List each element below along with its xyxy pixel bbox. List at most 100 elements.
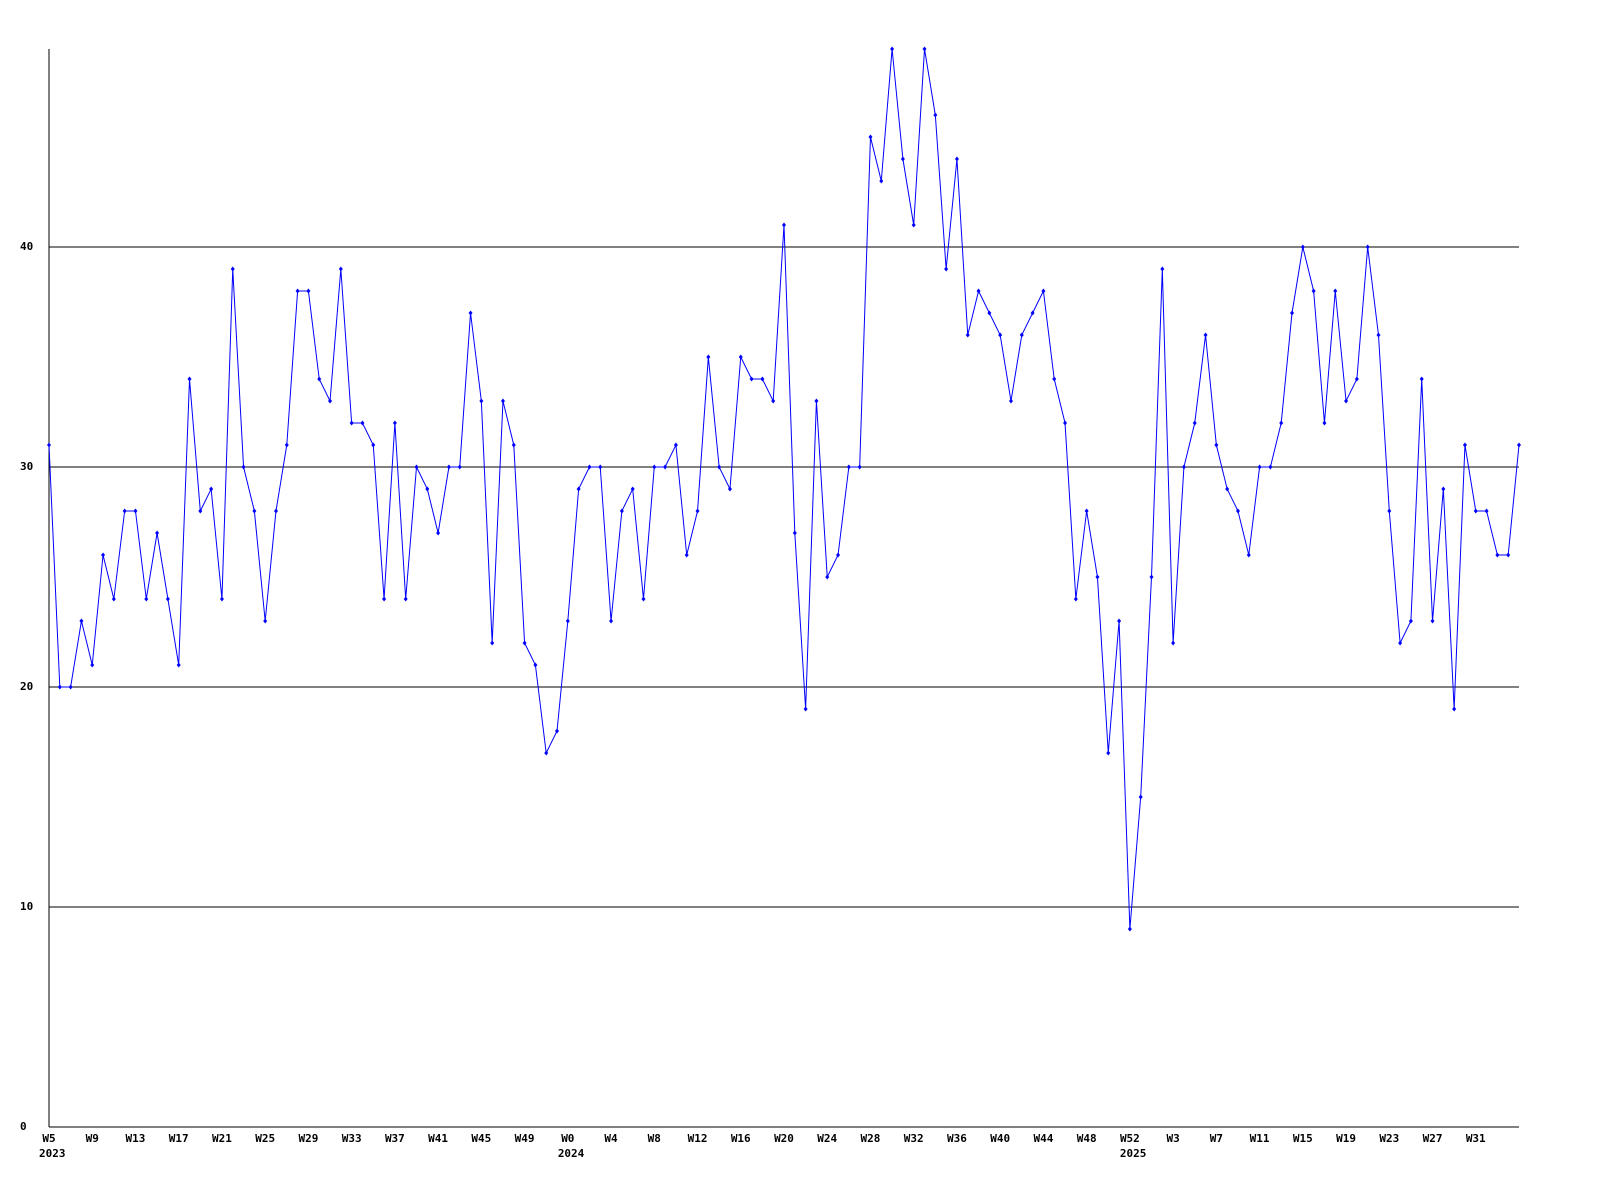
data-point: [922, 46, 927, 52]
data-point: [1344, 398, 1349, 404]
data-point: [1127, 926, 1132, 932]
data-point: [1138, 794, 1143, 800]
data-point: [1300, 244, 1305, 250]
data-point: [522, 640, 527, 646]
data-point: [814, 398, 819, 404]
x-tick-label: W16: [731, 1132, 751, 1145]
data-point: [1387, 508, 1392, 514]
data-point: [511, 442, 516, 448]
data-point: [284, 442, 289, 448]
data-point: [79, 618, 84, 624]
data-point: [500, 398, 505, 404]
data-point: [144, 596, 149, 602]
data-point: [1192, 420, 1197, 426]
data-point: [760, 376, 765, 382]
x-tick-label: W33: [342, 1132, 362, 1145]
data-point: [1506, 552, 1511, 558]
data-point: [1279, 420, 1284, 426]
y-tick-label: 10: [20, 900, 33, 913]
data-point: [101, 552, 106, 558]
data-point: [954, 156, 959, 162]
y-tick-label: 20: [20, 680, 33, 693]
data-point: [1235, 508, 1240, 514]
data-point: [1052, 376, 1057, 382]
data-point: [68, 684, 73, 690]
x-tick-label: W45: [471, 1132, 491, 1145]
data-point: [328, 398, 333, 404]
data-point: [846, 464, 851, 470]
x-tick-label: W36: [947, 1132, 967, 1145]
x-tick-label: W40: [990, 1132, 1010, 1145]
data-point: [1408, 618, 1413, 624]
data-point: [1171, 640, 1176, 646]
data-point: [133, 508, 138, 514]
data-point: [1517, 442, 1521, 448]
x-tick-label: W23: [1379, 1132, 1399, 1145]
data-point: [944, 266, 949, 272]
data-point: [1019, 332, 1024, 338]
x-tick-label: W44: [1033, 1132, 1053, 1145]
data-point: [1495, 552, 1500, 558]
data-point: [998, 332, 1003, 338]
data-point: [1473, 508, 1478, 514]
x-tick-label: W12: [688, 1132, 708, 1145]
data-point: [555, 728, 560, 734]
x-tick-label: W0: [561, 1132, 574, 1145]
data-point: [803, 706, 808, 712]
data-point: [533, 662, 538, 668]
data-point: [738, 354, 743, 360]
data-point: [933, 112, 938, 118]
data-point: [273, 508, 278, 514]
x-tick-label: W15: [1293, 1132, 1313, 1145]
x-tick-label: W17: [169, 1132, 189, 1145]
data-point: [209, 486, 214, 492]
data-point: [1106, 750, 1111, 756]
data-point: [1462, 442, 1467, 448]
year-label: 2024: [558, 1147, 585, 1160]
data-point: [306, 288, 311, 294]
data-point: [911, 222, 916, 228]
data-point: [673, 442, 678, 448]
x-tick-label: W24: [817, 1132, 837, 1145]
x-tick-label: W37: [385, 1132, 405, 1145]
data-point: [1365, 244, 1370, 250]
data-point: [414, 464, 419, 470]
data-point: [695, 508, 700, 514]
data-point: [176, 662, 181, 668]
data-point: [1041, 288, 1046, 294]
x-tick-label: W27: [1423, 1132, 1443, 1145]
data-point: [338, 266, 343, 272]
x-tick-label: W11: [1250, 1132, 1270, 1145]
data-point: [122, 508, 127, 514]
data-point: [792, 530, 797, 536]
data-point: [684, 552, 689, 558]
data-point: [1181, 464, 1186, 470]
x-tick-label: W31: [1466, 1132, 1486, 1145]
data-point: [479, 398, 484, 404]
data-point: [717, 464, 722, 470]
data-point: [263, 618, 268, 624]
data-point: [1268, 464, 1273, 470]
data-point: [836, 552, 841, 558]
data-point: [1160, 266, 1165, 272]
data-point: [1430, 618, 1435, 624]
data-point: [576, 486, 581, 492]
data-point: [57, 684, 62, 690]
data-point: [1084, 508, 1089, 514]
data-point: [1214, 442, 1219, 448]
data-point: [436, 530, 441, 536]
data-point: [587, 464, 592, 470]
data-point: [1333, 288, 1338, 294]
data-point: [198, 508, 203, 514]
data-point: [1063, 420, 1068, 426]
data-point: [544, 750, 549, 756]
data-point: [165, 596, 170, 602]
data-point: [663, 464, 668, 470]
x-tick-label: W41: [428, 1132, 448, 1145]
data-point: [1203, 332, 1208, 338]
data-point: [1322, 420, 1327, 426]
data-point: [1452, 706, 1457, 712]
data-point: [360, 420, 365, 426]
data-point: [1290, 310, 1295, 316]
